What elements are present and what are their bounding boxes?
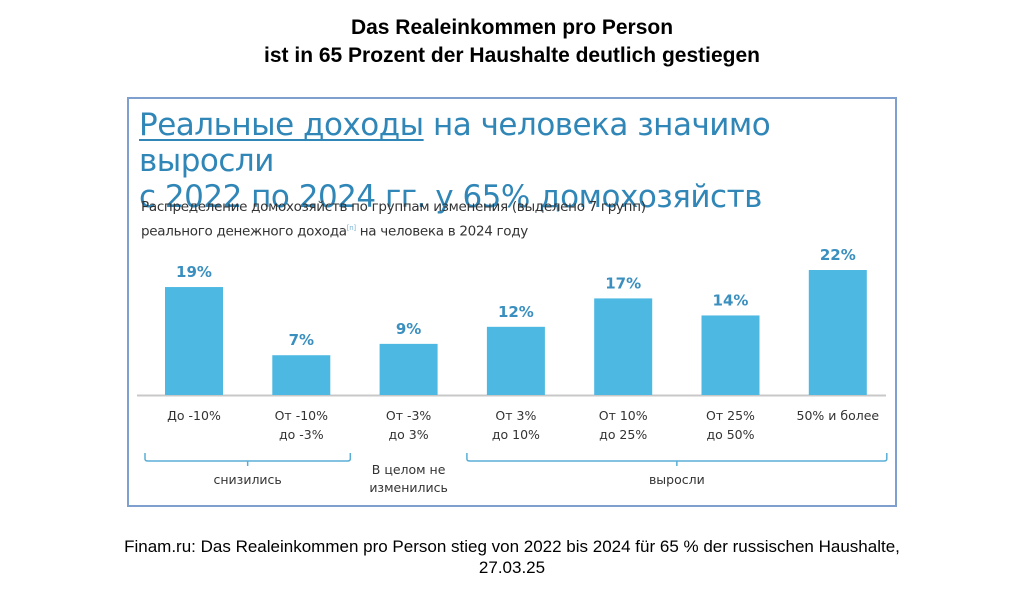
x-tick-label: От -3% [386,408,432,423]
x-tick-label: 50% и более [797,408,880,423]
bar-value-label: 9% [396,320,421,338]
slide-heading: Реальные доходы на человека значимо выро… [139,107,895,215]
bar [594,298,653,395]
group-label: В целом не [372,462,446,477]
footnote-marker: [n] [346,224,356,232]
x-tick-label: до 3% [389,427,429,442]
source-caption-line-2: 27.03.25 [478,558,546,577]
chart-subtitle-line-1: Распределение домохозяйств по группам из… [141,199,646,215]
group-bracket [466,453,888,466]
bar-value-label: 14% [713,291,749,309]
group-label: изменились [369,480,448,495]
page-title-line-2: ist in 65 Prozent der Haushalte deutlich… [264,44,760,67]
x-tick-label: От 3% [495,408,536,423]
x-tick-label: От -10% [275,408,329,423]
slide-heading-line-1: Реальные доходы на человека значимо выро… [139,107,895,179]
slide-frame: Реальные доходы на человека значимо выро… [127,97,897,507]
bar-value-label: 7% [289,331,314,349]
chart-subtitle-text-b: на человека в 2024 году [355,223,529,240]
bar [379,343,438,395]
x-tick-label: до 50% [706,427,754,442]
bar-chart: 19% До -10% 7% От -10% до -3% 9% От -3% до 3% 12… [137,246,888,495]
x-tick-label: До -10% [167,408,221,423]
chart-subtitle: Распределение домохозяйств по группам из… [141,197,646,243]
bar [165,287,223,395]
slide-heading-rest: на человека значимо выросли [139,107,771,179]
bar [701,315,760,395]
page-title: Das Realeinkommen pro Person ist in 65 P… [0,14,1024,70]
bar [272,355,331,395]
chart-subtitle-line-2: реального денежного дохода[n] на человек… [141,218,646,243]
x-tick-label: до 25% [599,427,647,442]
bar [808,270,867,395]
x-tick-label: От 10% [599,408,648,423]
source-caption-line-1: Finam.ru: Das Realeinkommen pro Person s… [124,537,900,556]
slide-heading-line-2: с 2022 по 2024 гг. у 65% домохозяйств [139,179,762,215]
bar-value-label: 22% [820,246,856,264]
bar-value-label: 17% [605,274,641,292]
page-title-line-1: Das Realeinkommen pro Person [350,16,674,39]
x-tick-label: до 10% [492,427,540,442]
bar-value-label: 12% [498,303,534,321]
source-caption: Finam.ru: Das Realeinkommen pro Person s… [0,536,1024,578]
group-label: выросли [649,472,705,487]
group-label: снизились [214,472,282,487]
x-tick-label: до -3% [279,427,324,442]
slide-heading-link: Реальные доходы [139,107,424,143]
group-bracket [144,453,352,466]
chart-subtitle-text-a: реального денежного дохода [141,223,347,240]
bar [486,326,545,395]
x-tick-label: От 25% [706,408,755,423]
bar-value-label: 19% [176,263,212,281]
